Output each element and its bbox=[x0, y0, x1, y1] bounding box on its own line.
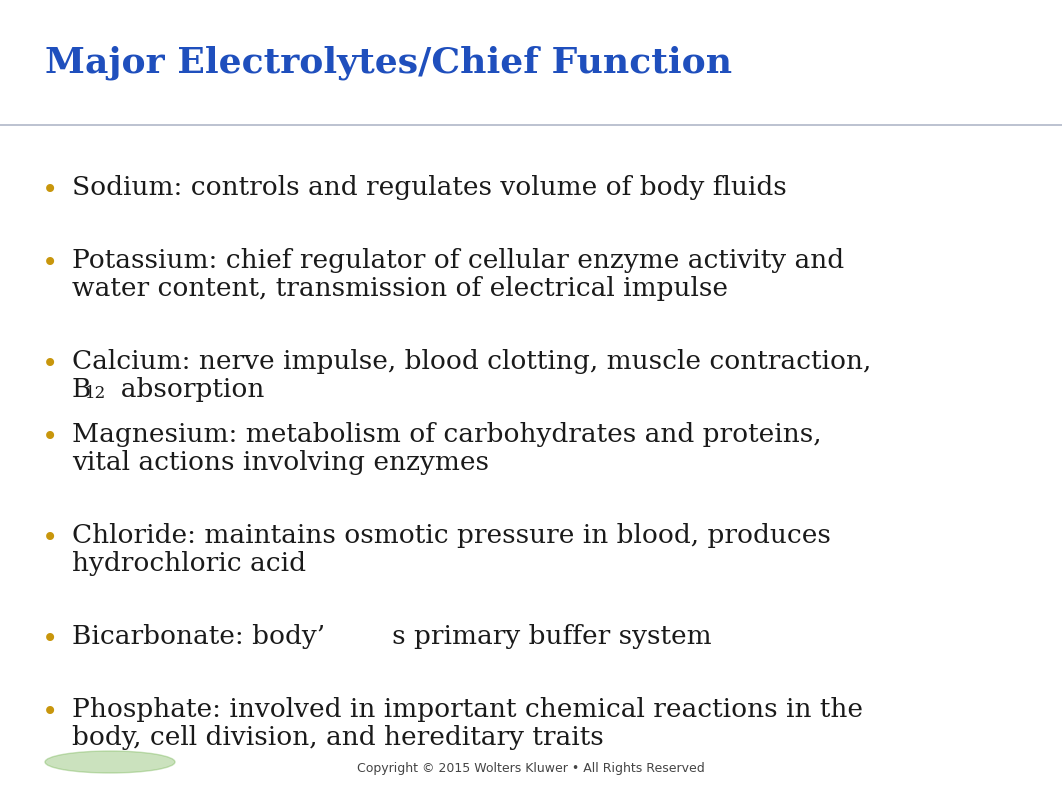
Text: Potassium: chief regulator of cellular enzyme activity and: Potassium: chief regulator of cellular e… bbox=[72, 248, 844, 273]
Text: Chloride: maintains osmotic pressure in blood, produces: Chloride: maintains osmotic pressure in … bbox=[72, 523, 830, 548]
Text: •: • bbox=[42, 526, 58, 553]
Text: •: • bbox=[42, 352, 58, 379]
Text: •: • bbox=[42, 627, 58, 654]
Text: Bicarbonate: body’        s primary buffer system: Bicarbonate: body’ s primary buffer syst… bbox=[72, 624, 712, 649]
Text: Major Electrolytes/Chief Function: Major Electrolytes/Chief Function bbox=[45, 45, 732, 80]
Text: Sodium: controls and regulates volume of body fluids: Sodium: controls and regulates volume of… bbox=[72, 175, 787, 200]
Ellipse shape bbox=[45, 751, 175, 773]
Text: Phosphate: involved in important chemical reactions in the: Phosphate: involved in important chemica… bbox=[72, 697, 863, 722]
Text: •: • bbox=[42, 178, 58, 205]
Text: •: • bbox=[42, 700, 58, 727]
Text: •: • bbox=[42, 251, 58, 278]
Text: Magnesium: metabolism of carbohydrates and proteins,: Magnesium: metabolism of carbohydrates a… bbox=[72, 422, 822, 447]
Text: water content, transmission of electrical impulse: water content, transmission of electrica… bbox=[72, 276, 727, 301]
Text: hydrochloric acid: hydrochloric acid bbox=[72, 551, 306, 576]
Text: •: • bbox=[42, 425, 58, 452]
Text: vital actions involving enzymes: vital actions involving enzymes bbox=[72, 450, 489, 475]
Text: 12: 12 bbox=[85, 385, 106, 402]
Text: Copyright © 2015 Wolters Kluwer • All Rights Reserved: Copyright © 2015 Wolters Kluwer • All Ri… bbox=[357, 762, 705, 775]
Text: absorption: absorption bbox=[104, 377, 264, 402]
Text: Calcium: nerve impulse, blood clotting, muscle contraction,: Calcium: nerve impulse, blood clotting, … bbox=[72, 349, 872, 374]
Text: body, cell division, and hereditary traits: body, cell division, and hereditary trai… bbox=[72, 725, 604, 750]
Text: B: B bbox=[72, 377, 91, 402]
